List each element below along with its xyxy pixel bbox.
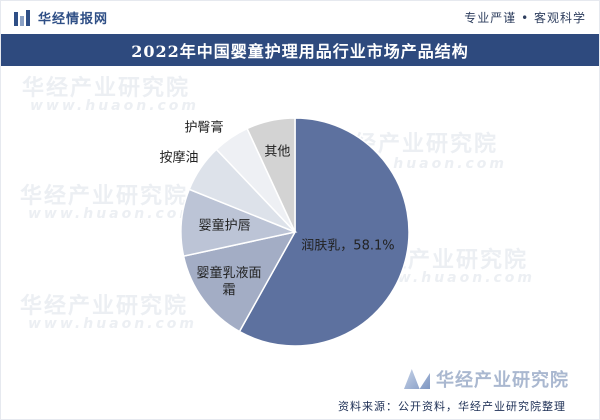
pie-label-0: 润肤乳，58.1% [301, 238, 394, 253]
pie-slice-1 [182, 230, 297, 333]
footer-logo: 华经产业研究院 [404, 366, 569, 392]
brand-name: 华经情报网 [38, 11, 109, 27]
chart-title: 2022年中国婴童护理用品行业市场产品结构 [131, 42, 469, 61]
pie-label-3: 按摩油 [159, 150, 198, 166]
chart-area: 华经产业研究院 www.huaon.com 华经产业研究院 www.huaon.… [0, 66, 600, 388]
pie-label-2: 婴童护唇 [199, 218, 251, 234]
footer-logo-text: 华经产业研究院 [436, 370, 569, 391]
footer-logo-icon [404, 369, 430, 389]
brand: 华经情报网 [14, 8, 109, 27]
pie-label-5: 其他 [264, 144, 290, 159]
pie-slice-5 [246, 117, 296, 233]
slogan: 专业严谨 • 客观科学 [464, 11, 586, 25]
pie-label-1: 婴童乳液面霜 [197, 264, 262, 297]
source-note: 资料来源：公开资料，华经产业研究院整理 [338, 400, 566, 413]
pie-slice-0 [238, 117, 410, 347]
title-bar: 2022年中国婴童护理用品行业市场产品结构 [0, 34, 600, 66]
pie-label-4: 护臀膏 [184, 120, 223, 136]
brand-logo-icon [14, 8, 32, 26]
top-bar: 华经情报网 专业严谨 • 客观科学 [0, 0, 600, 34]
